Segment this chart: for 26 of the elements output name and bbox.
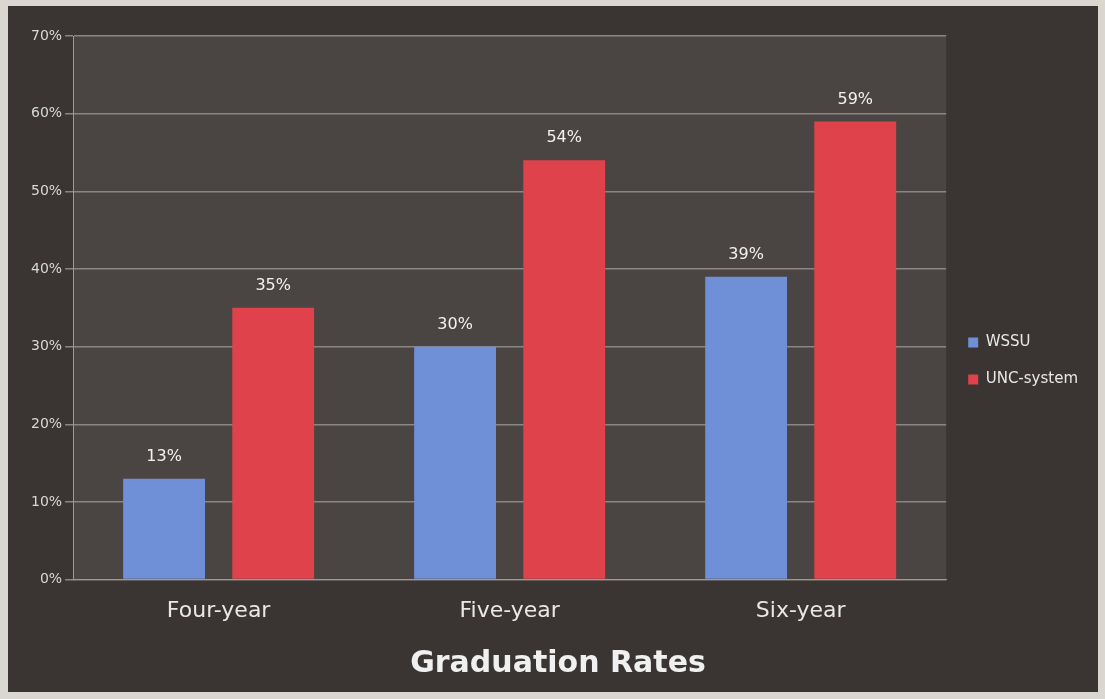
text: Graduation Rates: [410, 643, 706, 679]
data-label: 30%: [437, 313, 473, 333]
y-tick-label: 40%: [30, 259, 63, 276]
y-tick-label: 0%: [39, 570, 63, 587]
data-label: 39%: [728, 243, 764, 263]
x-tick-label: Four-year: [166, 596, 272, 622]
y-tick-label: 60%: [30, 104, 63, 121]
y-tick-label: 70%: [30, 26, 63, 43]
data-label: 54%: [546, 127, 582, 147]
bar: [123, 478, 205, 579]
y-tick-label: 10%: [30, 492, 63, 509]
data-label: 13%: [146, 445, 182, 465]
bar: [414, 346, 497, 579]
data-label: 35%: [255, 274, 291, 294]
y-tick-label: 20%: [30, 414, 63, 431]
y-tick-label: 50%: [30, 181, 63, 198]
bar: [232, 307, 315, 579]
x-tick-label: Six-year: [755, 596, 847, 622]
bar: [705, 276, 788, 579]
legend-label: WSSU: [985, 332, 1031, 351]
legend-label: UNC-system: [985, 369, 1079, 388]
bar: [523, 160, 606, 579]
data-label: 59%: [837, 88, 874, 108]
y-tick-label: 30%: [30, 337, 63, 354]
bar: [814, 121, 897, 579]
x-tick-label: Five-year: [459, 596, 561, 622]
